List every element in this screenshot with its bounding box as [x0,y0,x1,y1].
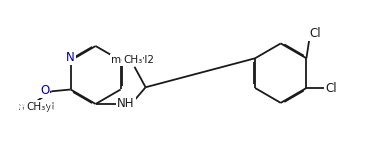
Text: Cl: Cl [325,81,337,94]
Text: O: O [40,84,49,97]
Text: methyl: methyl [18,103,54,113]
Text: CH₃: CH₃ [123,55,142,65]
Text: methyl: methyl [17,102,53,112]
Text: Cl: Cl [309,27,321,40]
Text: methyl2: methyl2 [111,55,154,65]
Text: CH₃: CH₃ [26,102,45,112]
Text: methyl: methyl [18,102,54,112]
Text: N: N [66,51,75,64]
Text: methyl_txt: methyl_txt [8,101,64,112]
Text: O: O [40,84,49,97]
Text: NH: NH [117,97,135,110]
